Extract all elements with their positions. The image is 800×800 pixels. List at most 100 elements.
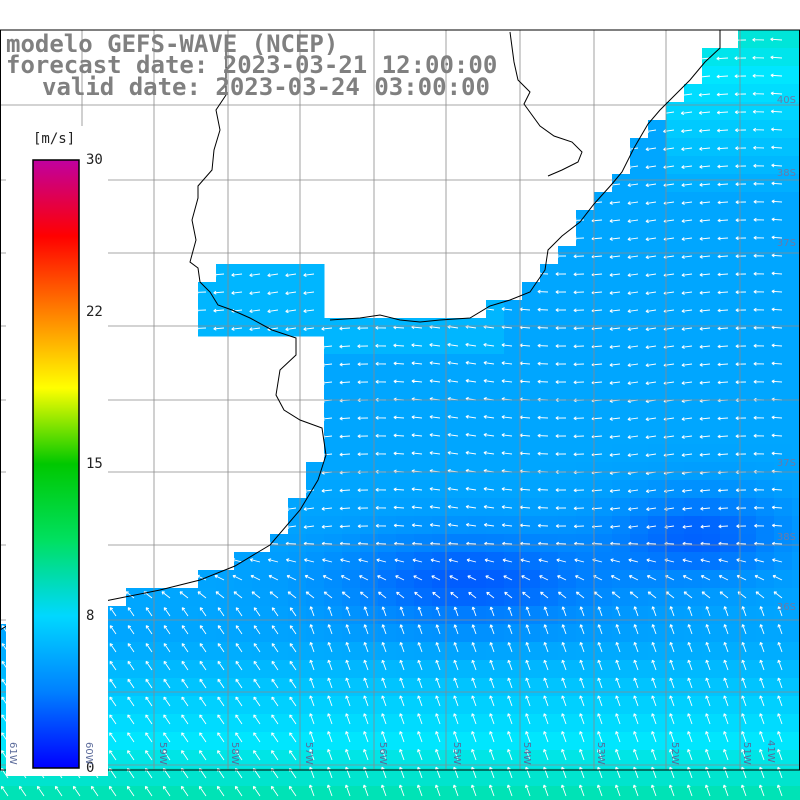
wind-arrow (741, 659, 747, 671)
wind-arrow (699, 164, 711, 169)
wind-arrow (522, 591, 531, 599)
wind-cell (702, 48, 721, 67)
wind-arrow (501, 415, 513, 420)
wind-cell (648, 246, 667, 265)
wind-arrow (213, 326, 225, 331)
wind-cell (414, 426, 433, 445)
wind-arrow (573, 344, 585, 349)
wind-cell (648, 498, 667, 517)
wind-cell (684, 390, 703, 409)
wind-cell (576, 570, 595, 589)
wind-arrow (609, 453, 621, 457)
wind-arrow (179, 591, 189, 599)
wind-cell (702, 570, 721, 589)
wind-cell (324, 444, 343, 463)
wind-cell (288, 318, 307, 337)
wind-cell (774, 444, 793, 463)
wind-arrow (321, 380, 333, 385)
wind-cell (702, 66, 721, 85)
wind-arrow (309, 713, 315, 725)
wind-cell (360, 534, 379, 553)
wind-cell (756, 48, 775, 67)
wind-cell (288, 300, 307, 319)
wind-cell (540, 372, 559, 391)
wind-cell (378, 732, 397, 751)
wind-cell (774, 264, 793, 283)
wind-arrow (309, 659, 315, 671)
wind-cell (774, 300, 793, 319)
wind-cell (306, 588, 325, 607)
wind-arrow (309, 677, 315, 689)
wind-arrow (507, 677, 513, 689)
wind-arrow (252, 785, 261, 797)
wind-arrow (417, 624, 423, 635)
wind-cell (342, 786, 361, 800)
wind-cell (720, 552, 739, 571)
wind-cell (630, 408, 649, 427)
wind-arrow (627, 345, 639, 350)
wind-cell (540, 588, 559, 607)
wind-cell (612, 390, 631, 409)
wind-arrow (771, 487, 783, 492)
wind-cell (702, 300, 721, 319)
wind-arrow (645, 273, 657, 278)
wind-cell (558, 480, 577, 499)
wind-cell (324, 318, 343, 337)
wind-cell (684, 732, 703, 751)
wind-cell (378, 552, 397, 571)
wind-arrow (543, 713, 549, 725)
wind-arrow (573, 434, 585, 439)
wind-cell (720, 696, 739, 715)
wind-cell (738, 732, 757, 751)
wind-cell (324, 480, 343, 499)
wind-cell (504, 516, 523, 535)
wind-cell (558, 696, 577, 715)
wind-cell (666, 624, 685, 643)
wind-arrow (651, 713, 657, 725)
wind-cell (702, 678, 721, 697)
wind-cell (432, 552, 451, 571)
wind-cell (414, 372, 433, 391)
wind-cell (630, 678, 649, 697)
wind-cell (486, 444, 505, 463)
wind-cell (576, 480, 595, 499)
wind-arrow (615, 659, 621, 671)
wind-arrow (633, 641, 639, 653)
wind-arrow (359, 591, 369, 599)
wind-cell (738, 318, 757, 337)
wind-cell (576, 462, 595, 481)
wind-arrow (543, 731, 549, 743)
wind-arrow (501, 433, 513, 438)
wind-arrow (628, 575, 639, 581)
wind-arrow (771, 235, 783, 240)
wind-cell (666, 480, 685, 499)
wind-cell (288, 552, 307, 571)
wind-arrow (575, 575, 585, 581)
wind-cell (414, 786, 433, 800)
wind-arrow (753, 433, 765, 438)
wind-cell (306, 534, 325, 553)
wind-cell (738, 354, 757, 373)
wind-arrow (646, 525, 657, 529)
wind-cell (792, 336, 800, 355)
wind-cell (648, 228, 667, 247)
wind-arrow (698, 110, 711, 115)
wind-cell (594, 228, 613, 247)
wind-arrow (597, 659, 603, 671)
wind-arrow (633, 677, 639, 689)
wind-cell (738, 372, 757, 391)
wind-arrow (271, 660, 279, 671)
wind-cell (342, 534, 361, 553)
wind-arrow (213, 272, 225, 277)
wind-arrow (645, 237, 657, 242)
wind-cell (774, 336, 793, 355)
wind-arrow (699, 488, 711, 493)
wind-cell (288, 534, 307, 553)
wind-arrow (593, 591, 603, 599)
wind-arrow (699, 362, 711, 367)
wind-cell (396, 768, 415, 787)
wind-cell (306, 318, 325, 337)
wind-cell (756, 372, 775, 391)
wind-cell (360, 678, 379, 697)
wind-cell (414, 534, 433, 553)
